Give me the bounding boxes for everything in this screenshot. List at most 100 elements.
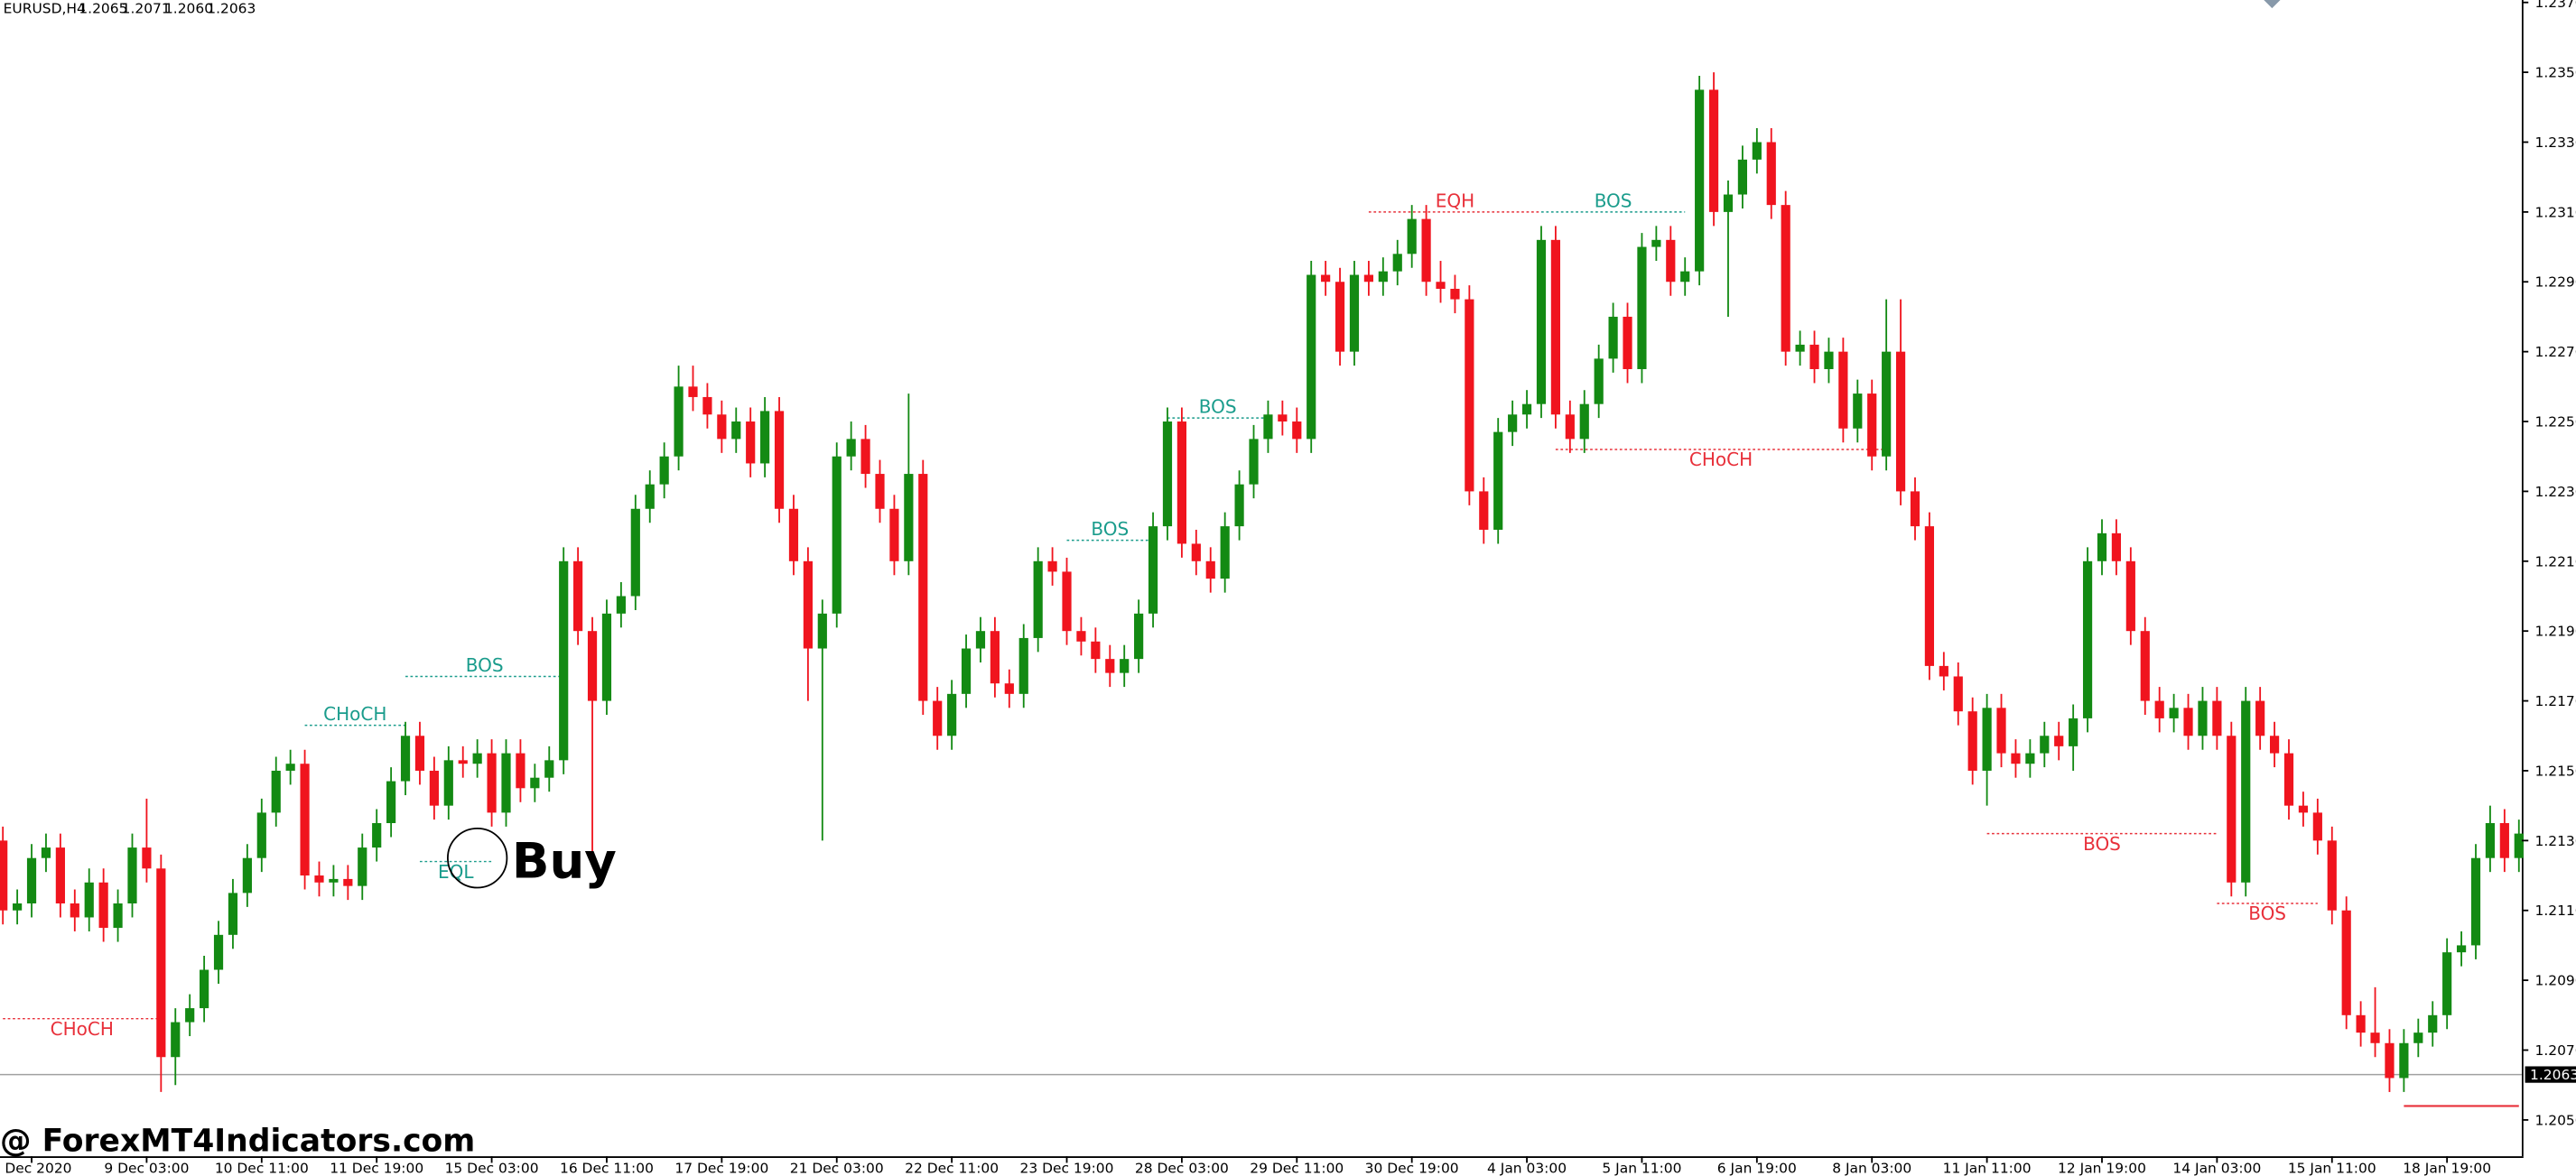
candle-body xyxy=(213,934,224,970)
candle-body xyxy=(1680,271,1690,282)
candle-body xyxy=(1321,274,1331,282)
candle-body xyxy=(616,596,626,614)
candle-body xyxy=(1651,239,1661,247)
candle-body xyxy=(2040,736,2050,754)
candle-body xyxy=(2385,1042,2395,1079)
candle-body xyxy=(2227,736,2237,883)
candle-body xyxy=(400,736,411,782)
candle-body xyxy=(2413,1032,2423,1043)
x-tick-label: 11 Jan 11:00 xyxy=(1943,1160,2032,1176)
candle-body xyxy=(1450,288,1460,300)
candle-body xyxy=(1853,394,1863,429)
candle-body xyxy=(1249,439,1259,485)
y-tick-label: 1.2050 xyxy=(2535,1112,2576,1128)
candle-body xyxy=(2125,560,2135,632)
candle-body xyxy=(1594,358,1604,404)
candle-body xyxy=(2269,736,2280,754)
candle-body xyxy=(1263,414,1273,440)
candle-body xyxy=(918,474,928,701)
candle-body xyxy=(2097,532,2107,561)
y-tick-label: 1.2130 xyxy=(2535,833,2576,849)
signal-circle xyxy=(446,827,508,889)
candle-body xyxy=(1824,351,1834,369)
candle-body xyxy=(2212,700,2222,736)
candle-body xyxy=(256,812,266,858)
y-tick-label: 1.2150 xyxy=(2535,763,2576,779)
structure-label: BOS xyxy=(2083,833,2121,855)
candle-body xyxy=(501,753,511,813)
candle-body xyxy=(1838,351,1848,429)
candle-body xyxy=(1565,414,1575,440)
candle-body xyxy=(41,847,51,858)
y-tick-label: 1.2350 xyxy=(2535,65,2576,81)
candle-body xyxy=(1407,218,1417,255)
candle-body xyxy=(875,474,885,509)
candle-body xyxy=(1363,274,1373,282)
candle-body xyxy=(1378,271,1388,282)
x-tick-label: 22 Dec 11:00 xyxy=(905,1160,999,1176)
candle-body xyxy=(702,396,712,415)
candle-body xyxy=(300,764,310,876)
current-price-box xyxy=(2525,1066,2576,1083)
y-tick-label: 1.2230 xyxy=(2535,484,2576,500)
candle-body xyxy=(1220,526,1230,579)
candle-body xyxy=(171,1022,181,1058)
y-tick-label: 1.2090 xyxy=(2535,973,2576,989)
candle-body xyxy=(156,868,166,1058)
candle-body xyxy=(2054,736,2064,746)
candle-body xyxy=(760,411,770,464)
candle-body xyxy=(2514,833,2524,858)
candle-body xyxy=(1809,344,1819,369)
candle-body xyxy=(2169,708,2179,718)
candle-body xyxy=(2283,753,2294,806)
x-tick-label: 23 Dec 19:00 xyxy=(1020,1160,1114,1176)
candle-body xyxy=(1205,560,1215,579)
candle-body xyxy=(0,840,8,911)
candle-body xyxy=(1882,351,1892,457)
quote-value: 1.2071 xyxy=(122,1,171,17)
signal-label: Buy xyxy=(512,832,617,890)
candle-body xyxy=(559,560,569,761)
x-tick-label: 8 Jan 03:00 xyxy=(1832,1160,1911,1176)
candle-body xyxy=(1910,491,1920,527)
x-tick-label: 5 Jan 11:00 xyxy=(1602,1160,1681,1176)
x-tick-label: 17 Dec 19:00 xyxy=(674,1160,768,1176)
candle-body xyxy=(2140,631,2150,701)
y-tick-label: 1.2270 xyxy=(2535,344,2576,360)
candle-body xyxy=(1162,421,1173,527)
candle-body xyxy=(1766,142,1776,206)
candle-body xyxy=(26,857,37,903)
structure-label: BOS xyxy=(2248,903,2286,924)
candle-body xyxy=(127,847,137,903)
candle-body xyxy=(601,613,612,701)
candle-body xyxy=(1637,246,1647,369)
candle-body xyxy=(1795,344,1805,352)
candle-body xyxy=(1334,282,1345,352)
candle-body xyxy=(774,411,785,509)
candle-body xyxy=(1579,403,1589,440)
candle-body xyxy=(285,764,295,771)
candle-body xyxy=(1091,641,1101,660)
quote-value: 1.2063 xyxy=(207,1,256,17)
candle-body xyxy=(55,847,65,903)
candle-body xyxy=(975,631,986,649)
structure-label: BOS xyxy=(1199,396,1237,418)
quote-value: 1.2060 xyxy=(164,1,213,17)
candle-body xyxy=(343,878,353,886)
candle-body xyxy=(1004,683,1014,694)
candle-body xyxy=(1895,351,1906,492)
candle-body xyxy=(242,857,252,894)
candle-body xyxy=(860,439,870,475)
candle-body xyxy=(2011,753,2021,764)
x-tick-label: 4 Jan 03:00 xyxy=(1487,1160,1567,1176)
shift-marker xyxy=(2264,0,2281,9)
candle-body xyxy=(1479,491,1489,530)
structure-label: BOS xyxy=(1091,518,1129,540)
candle-body xyxy=(429,770,439,806)
structure-label: CHoCH xyxy=(323,703,386,725)
candle-body xyxy=(2370,1032,2380,1043)
candle-body xyxy=(13,903,23,911)
x-tick-label: 9 Dec 03:00 xyxy=(104,1160,189,1176)
